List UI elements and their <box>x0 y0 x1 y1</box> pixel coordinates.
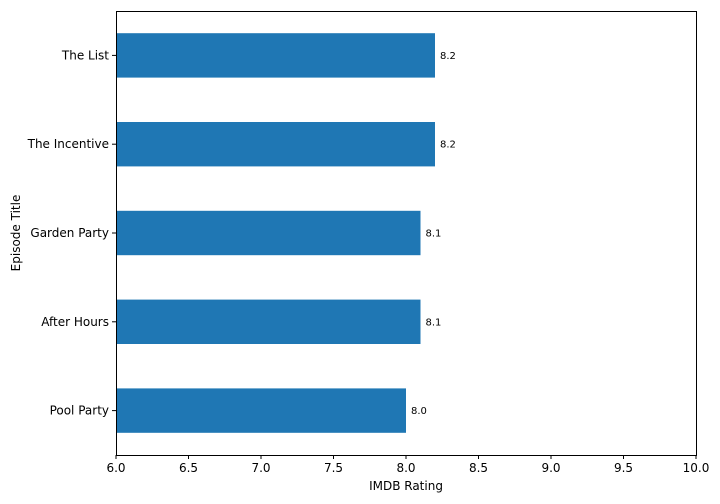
y-tick-label: The Incentive <box>27 137 109 151</box>
bar-value-label: 8.1 <box>426 229 442 240</box>
x-tick-label: 7.5 <box>324 461 343 475</box>
x-tick-label: 8.5 <box>469 461 488 475</box>
y-axis-label: Episode Title <box>9 195 23 272</box>
bar <box>116 122 435 167</box>
x-tick-label: 10.0 <box>683 461 710 475</box>
y-tick-label: After Hours <box>41 315 109 329</box>
x-tick-label: 6.0 <box>106 461 125 475</box>
bar-value-label: 8.2 <box>440 140 456 151</box>
x-tick-label: 8.0 <box>396 461 415 475</box>
x-axis-ticks: 6.0 6.5 7.0 7.5 8.0 8.5 9.0 9.5 10.0 <box>106 455 709 475</box>
bar-value-label: 8.1 <box>426 317 442 328</box>
bar <box>116 210 421 256</box>
bar-value-label: 8.2 <box>440 51 456 62</box>
bar <box>116 299 421 344</box>
bars-layer <box>116 33 435 433</box>
y-tick-label: Pool Party <box>50 404 109 418</box>
bar <box>116 388 406 433</box>
y-tick-label: The List <box>61 48 109 62</box>
y-tick-label: Garden Party <box>30 226 109 240</box>
x-tick-label: 7.0 <box>251 461 270 475</box>
bar-value-label: 8.0 <box>411 406 427 417</box>
y-axis-ticks: The List The Incentive Garden Party After H… <box>27 48 116 418</box>
x-tick-label: 6.5 <box>179 461 198 475</box>
bar <box>116 33 435 78</box>
bar-value-labels: 8.2 8.2 8.1 8.1 8.0 <box>411 51 456 417</box>
x-tick-label: 9.0 <box>541 461 560 475</box>
x-tick-label: 9.5 <box>614 461 633 475</box>
x-axis-label: IMDB Rating <box>369 479 443 493</box>
